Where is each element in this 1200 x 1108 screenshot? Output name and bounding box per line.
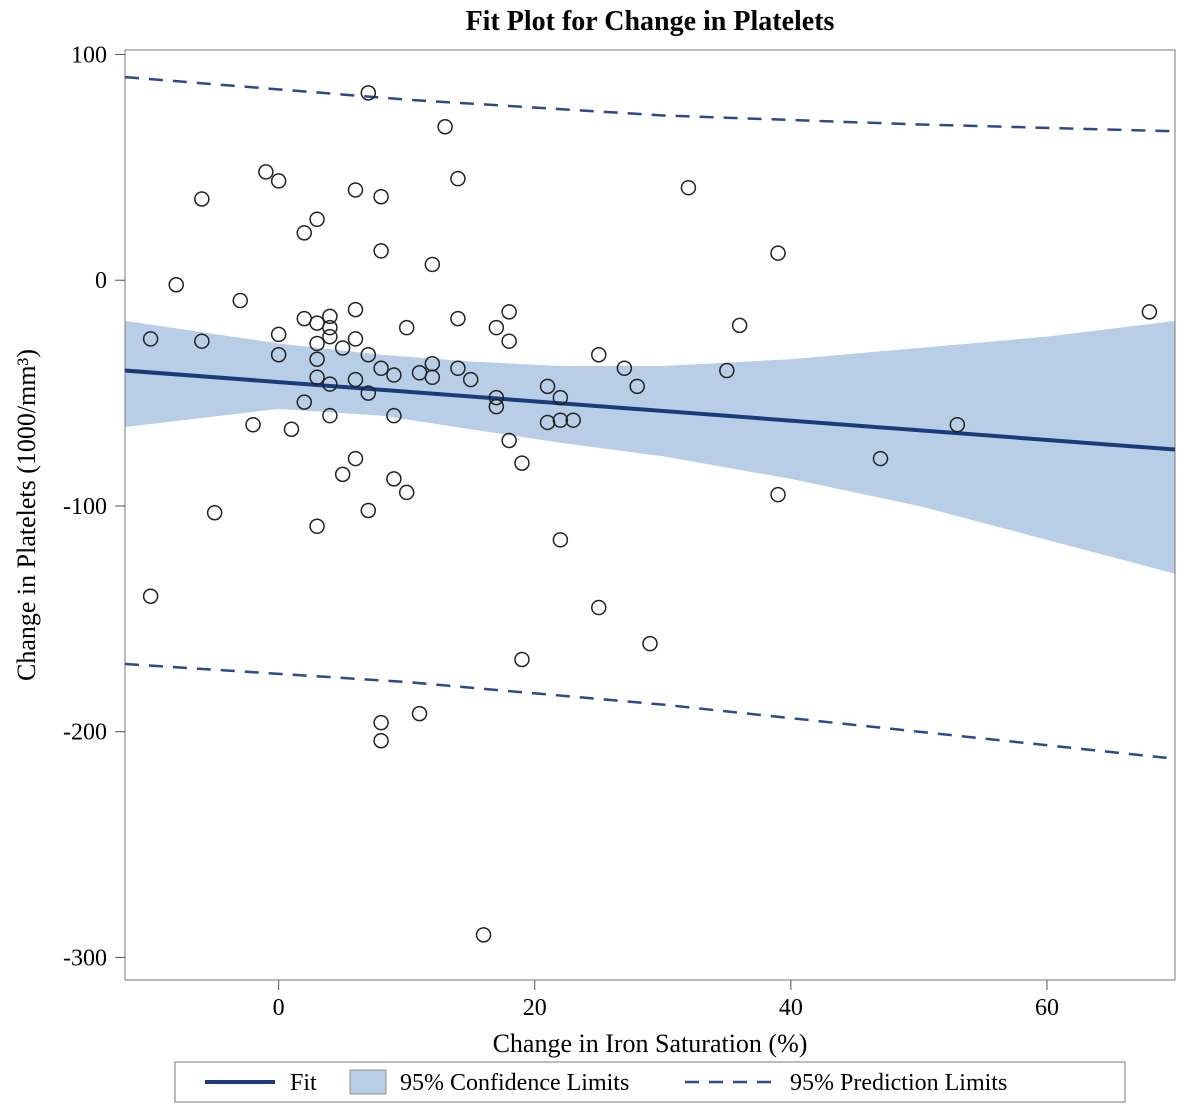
legend-fit-label: Fit	[290, 1070, 317, 1096]
data-point	[592, 348, 606, 362]
data-point	[144, 589, 158, 603]
confidence-band	[125, 321, 1175, 574]
data-point	[515, 456, 529, 470]
data-point	[489, 321, 503, 335]
data-point	[387, 472, 401, 486]
data-point	[451, 312, 465, 326]
y-axis-label: Change in Platelets (1000/mm³)	[12, 349, 41, 681]
fit-plot-chart: Fit Plot for Change in Platelets 0 20 40 60 -…	[0, 0, 1200, 1108]
data-point	[310, 212, 324, 226]
data-point	[323, 330, 337, 344]
legend-conf-swatch	[350, 1070, 386, 1094]
x-tick-label: 40	[779, 995, 803, 1021]
data-point	[272, 174, 286, 188]
x-tick-label: 20	[523, 995, 547, 1021]
data-point	[297, 312, 311, 326]
data-point	[336, 467, 350, 481]
data-point	[284, 422, 298, 436]
data-point	[259, 165, 273, 179]
y-tick-label: 0	[95, 268, 107, 294]
y-tick-label: -300	[63, 945, 107, 971]
data-point	[374, 244, 388, 258]
data-point	[361, 503, 375, 517]
chart-svg: Fit Plot for Change in Platelets 0 20 40 60 -…	[0, 0, 1200, 1108]
data-point	[1142, 305, 1156, 319]
data-point	[502, 434, 516, 448]
legend-pred-label: 95% Prediction Limits	[790, 1070, 1007, 1096]
prediction-lower	[125, 664, 1175, 759]
data-point	[374, 190, 388, 204]
x-tick-label: 60	[1035, 995, 1059, 1021]
data-point	[310, 316, 324, 330]
data-point	[438, 120, 452, 134]
data-point	[771, 246, 785, 260]
data-point	[451, 172, 465, 186]
data-point	[348, 452, 362, 466]
data-point	[374, 716, 388, 730]
x-axis-label: Change in Iron Saturation (%)	[493, 1029, 808, 1058]
data-point	[515, 652, 529, 666]
data-point	[477, 928, 491, 942]
data-point	[297, 226, 311, 240]
data-point	[733, 318, 747, 332]
data-point	[348, 303, 362, 317]
data-point	[246, 418, 260, 432]
data-point	[643, 637, 657, 651]
data-point	[400, 321, 414, 335]
legend-conf-label: 95% Confidence Limits	[400, 1070, 629, 1096]
data-point	[425, 257, 439, 271]
y-tick-label: 100	[71, 43, 107, 69]
y-tick-label: -100	[63, 494, 107, 520]
data-point	[413, 707, 427, 721]
data-point	[233, 294, 247, 308]
data-point	[553, 533, 567, 547]
prediction-upper	[125, 77, 1175, 131]
data-point	[681, 181, 695, 195]
data-point	[502, 305, 516, 319]
data-point	[592, 601, 606, 615]
chart-title: Fit Plot for Change in Platelets	[466, 6, 835, 37]
data-point	[348, 183, 362, 197]
data-point	[374, 734, 388, 748]
data-point	[208, 506, 222, 520]
data-point	[348, 332, 362, 346]
data-point	[169, 278, 183, 292]
x-tick-label: 0	[273, 995, 285, 1021]
data-point	[272, 327, 286, 341]
data-point	[195, 192, 209, 206]
data-point	[502, 334, 516, 348]
y-tick-label: -200	[63, 720, 107, 746]
data-point	[771, 488, 785, 502]
data-point	[400, 485, 414, 499]
data-point	[310, 519, 324, 533]
